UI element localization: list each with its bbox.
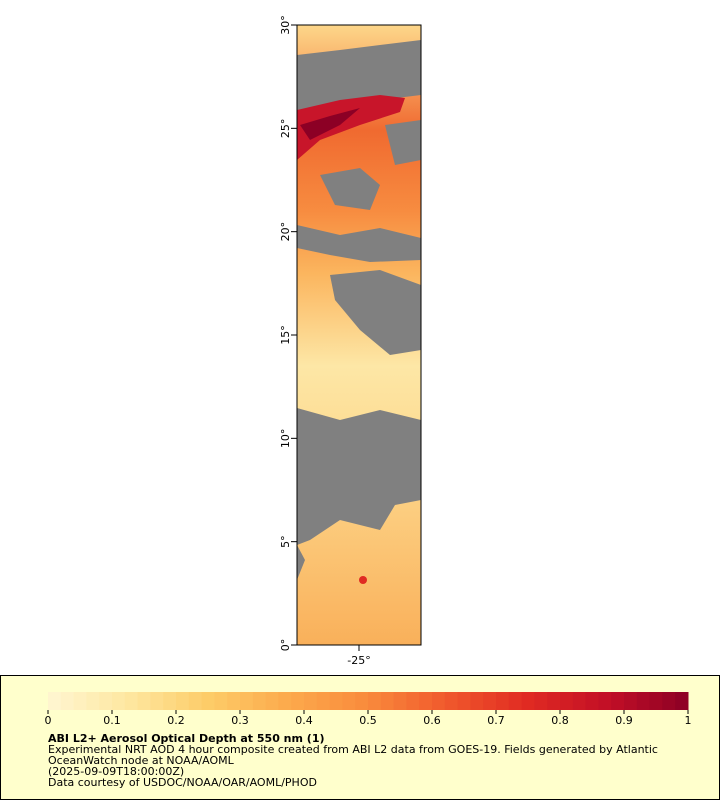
colorbar-swatch: [99, 692, 113, 710]
colorbar-swatch: [86, 692, 100, 710]
colorbar-swatch: [649, 692, 663, 710]
colorbar-swatch: [611, 692, 625, 710]
note: OceanWatch node at NOAA/AOML: [48, 754, 235, 767]
colorbar-swatch: [240, 692, 254, 710]
aod-field: [297, 25, 421, 645]
colorbar-tick-label: 0.1: [103, 714, 121, 727]
colorbar-swatch: [60, 692, 75, 710]
colorbar-tick-label: 0.3: [231, 714, 249, 727]
colorbar-tick-label: 0.5: [359, 714, 377, 727]
colorbar-swatch: [572, 692, 587, 710]
colorbar-swatch: [124, 692, 139, 710]
colorbar-swatch: [112, 692, 126, 710]
colorbar-swatch: [48, 692, 62, 710]
colorbar-swatch: [624, 692, 638, 710]
colorbar-swatch: [457, 692, 471, 710]
colorbar-swatch: [470, 692, 484, 710]
colorbar-swatch: [675, 692, 689, 710]
y-tick-label: 25°: [279, 119, 292, 139]
y-tick-label: 30°: [279, 15, 292, 35]
colorbar-swatch: [662, 692, 676, 710]
colorbar-swatch: [444, 692, 459, 710]
colorbar-swatch: [304, 692, 318, 710]
colorbar-swatch: [73, 692, 87, 710]
colorbar-swatch: [137, 692, 151, 710]
colorbar-swatch: [406, 692, 420, 710]
colorbar-tick-label: 0.2: [167, 714, 185, 727]
colorbar-swatch: [252, 692, 267, 710]
colorbar-swatch: [636, 692, 651, 710]
colorbar-tick-label: 0.7: [487, 714, 505, 727]
colorbar-tick-label: 1: [685, 714, 692, 727]
colorbar-swatch: [265, 692, 279, 710]
colorbar-swatch: [355, 692, 369, 710]
colorbar-swatch: [496, 692, 510, 710]
y-tick-label: 10°: [279, 429, 292, 449]
colorbar-swatch: [547, 692, 561, 710]
note: Experimental NRT AOD 4 hour composite cr…: [48, 743, 658, 756]
colorbar-swatch: [278, 692, 292, 710]
colorbar-swatch: [534, 692, 548, 710]
x-tick-label: -25°: [347, 654, 370, 667]
colorbar-swatch: [201, 692, 215, 710]
colorbar-swatch: [560, 692, 574, 710]
y-tick-label: 20°: [279, 222, 292, 242]
title: ABI L2+ Aerosol Optical Depth at 550 nm …: [48, 732, 325, 745]
colorbar-swatch: [521, 692, 535, 710]
colorbar-swatch: [585, 692, 599, 710]
colorbar-swatch: [176, 692, 190, 710]
colorbar-tick-label: 0: [45, 714, 52, 727]
colorbar-swatch: [598, 692, 612, 710]
colorbar-swatch: [508, 692, 523, 710]
colorbar-swatch: [380, 692, 395, 710]
colorbar-swatch: [329, 692, 343, 710]
y-tick-label: 0°: [279, 639, 292, 652]
y-tick-label: 15°: [279, 325, 292, 345]
colorbar-swatch: [188, 692, 203, 710]
colorbar-swatch: [368, 692, 382, 710]
y-tick-label: 5°: [279, 535, 292, 548]
colorbar-swatch: [163, 692, 177, 710]
colorbar-swatch: [393, 692, 407, 710]
colorbar-swatch: [483, 692, 497, 710]
colorbar-swatch: [342, 692, 356, 710]
colorbar-swatch: [150, 692, 164, 710]
note: Data courtesy of USDOC/NOAA/OAR/AOML/PHO…: [48, 776, 317, 789]
colorbar-tick-label: 0.6: [423, 714, 441, 727]
colorbar-swatch: [432, 692, 446, 710]
colorbar-tick-label: 0.4: [295, 714, 313, 727]
colorbar-swatch: [227, 692, 241, 710]
note: (2025-09-09T18:00:00Z): [48, 765, 184, 778]
colorbar-tick-label: 0.8: [551, 714, 569, 727]
colorbar-swatch: [419, 692, 433, 710]
colorbar-swatch: [291, 692, 305, 710]
colorbar-swatch: [214, 692, 228, 710]
colorbar-swatch: [316, 692, 331, 710]
colorbar-tick-label: 0.9: [615, 714, 633, 727]
